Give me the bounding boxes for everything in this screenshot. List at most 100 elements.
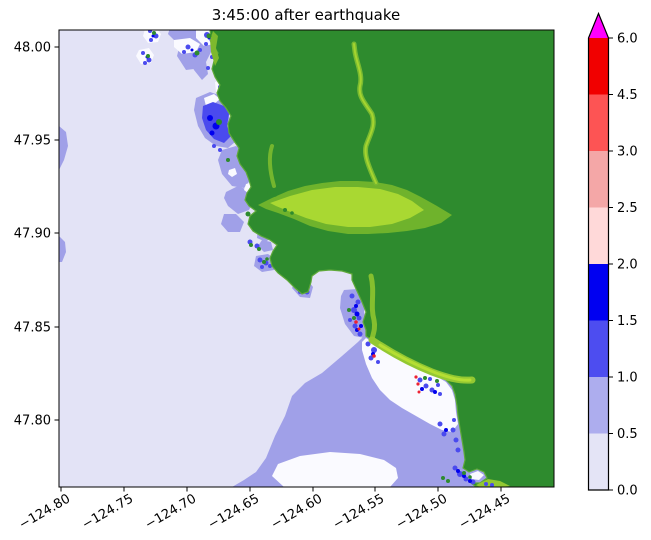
wave-dots-1.0-1.5 [428,377,432,381]
island-dots-green [257,247,261,251]
island-dots-green [446,479,450,483]
island-dots-green [152,31,156,35]
wave-dots-1.0-1.5 [356,315,362,321]
wave-patch-estuary-south [221,214,244,232]
wave-dots-1.0-1.5 [206,66,210,70]
colorbar-over-arrow [588,13,609,38]
island-dots-green [265,257,269,261]
island-dots-green [283,208,287,212]
wave-dots-1.5-2.0 [151,34,155,38]
wave-dots-1.0-1.5 [438,392,442,396]
wave-dots-1.0-1.5 [349,293,355,299]
coast-rim-top [210,31,219,66]
wave-dots-hook-1.0-1.5 [484,482,488,486]
wave-dots-1.0-1.5 [143,61,147,65]
x-tick-label: −124.55 [331,491,387,532]
island-dots-green [194,50,200,56]
wave-dots-1.5-2.0 [209,130,215,136]
y-tick-label: 48.00 [14,41,51,56]
island-dots-green [290,211,294,215]
river-valley-main-bright [270,187,424,227]
wave-dots-1.0-1.5 [455,447,461,453]
river-branch-northwest [267,144,276,188]
x-tick-label: −124.50 [394,491,450,532]
wave-dots-1.0-1.5 [368,355,374,361]
wave-dots-1.0-1.5 [452,418,456,422]
wave-dots-1.0-1.5 [212,144,216,148]
wave-dots-1.0-1.5 [376,360,380,364]
colorbar: 0.0 0.5 1.0 1.5 2.0 2.5 3.0 4.5 6.0 [587,11,638,499]
colorbar-segment [588,94,609,151]
wave-dots-1.0-1.5 [198,48,202,52]
wave-dots-1.0-1.5 [423,383,429,389]
colorbar-tick-label: 1.0 [617,371,638,386]
map-plot-area [59,30,554,487]
colorbar-segment [588,38,609,95]
x-tick-label: −124.65 [206,491,262,532]
wave-dots-hook-1.0-1.5 [452,465,458,471]
colorbar-tick-label: 0.0 [617,484,638,499]
wave-dots-1.0-1.5 [185,44,191,50]
extreme-wave-dots-red [417,390,421,394]
plot-title: 3:45:00 after earthquake [212,6,400,24]
colorbar-outline [587,11,610,491]
x-tick-label: −124.80 [17,491,73,532]
wave-dots-1.0-1.5 [268,264,272,268]
y-tick-label: 47.95 [14,134,51,149]
wave-dots-1.0-1.5 [352,323,358,329]
calm-wedge-bay [362,338,458,432]
wave-dots-1.0-1.5 [441,431,447,437]
land [209,30,554,487]
wave-dots-1.5-2.0 [359,324,363,328]
wave-dots-1.0-1.5 [141,51,145,55]
colorbar-segment [588,151,609,208]
wave-dots-1.0-1.5 [436,383,440,387]
wave-dots-1.0-1.5 [182,50,186,54]
wave-dots-1.5-2.0 [354,304,358,308]
island-dots-green [249,243,253,247]
wave-dots-1.0-1.5 [450,427,456,433]
island-dots-green [462,471,466,475]
colorbar-segment [588,377,609,434]
extreme-wave-dots-red [372,354,376,358]
river-branch-north-core [353,43,377,184]
wave-dots-hook-1.5-2.0 [462,474,466,478]
island-dots-green [262,260,266,264]
island-dots-green [423,376,427,380]
x-tick-label: −124.45 [457,491,513,532]
wave-patch-islets-a [258,240,273,252]
x-tick-label: −124.60 [269,491,325,532]
island-dots-green [206,33,212,39]
colorbar-tick-label: 1.5 [617,314,638,329]
colorbar-segment [588,207,609,264]
colorbar-tick-label: 3.0 [617,145,638,160]
wave-strip-bottom-coast [432,466,486,487]
wave-dots-hook-1.0-1.5 [490,483,494,487]
wave-dots-1.0-1.5 [257,257,263,263]
wave-dots-1.0-1.5 [351,307,357,313]
colorbar-tick-label: 4.5 [617,88,638,103]
wave-dots-1.0-1.5 [355,299,361,305]
wave-dots-1.0-1.5 [146,57,152,63]
wave-dots-1.0-1.5 [365,341,371,347]
x-tick-label: −124.75 [80,491,136,532]
island-dots-green [216,119,222,125]
island-dots-green [468,475,472,479]
wave-dots-hook-1.5-2.0 [468,479,472,483]
wave-sliver-left-edge-b [59,236,66,262]
extreme-wave-dots-red [354,320,358,324]
wave-dots-1.0-1.5 [204,42,208,46]
y-tick-label: 47.90 [14,227,51,242]
wave-dots-1.0-1.5 [218,148,222,152]
colorbar-tick-label: 2.0 [617,258,638,273]
colorbar-tick-label: 2.5 [617,201,638,216]
y-tick-label: 47.80 [14,414,51,429]
island-dots-green [253,220,257,224]
valley-southeast-core [378,343,472,382]
wave-dots-1.5-2.0 [354,311,360,317]
surf-white-harbor-ring [204,94,220,106]
wave-dots-1.0-1.5 [453,437,459,443]
colorbar-tick-label: 6.0 [617,32,638,47]
